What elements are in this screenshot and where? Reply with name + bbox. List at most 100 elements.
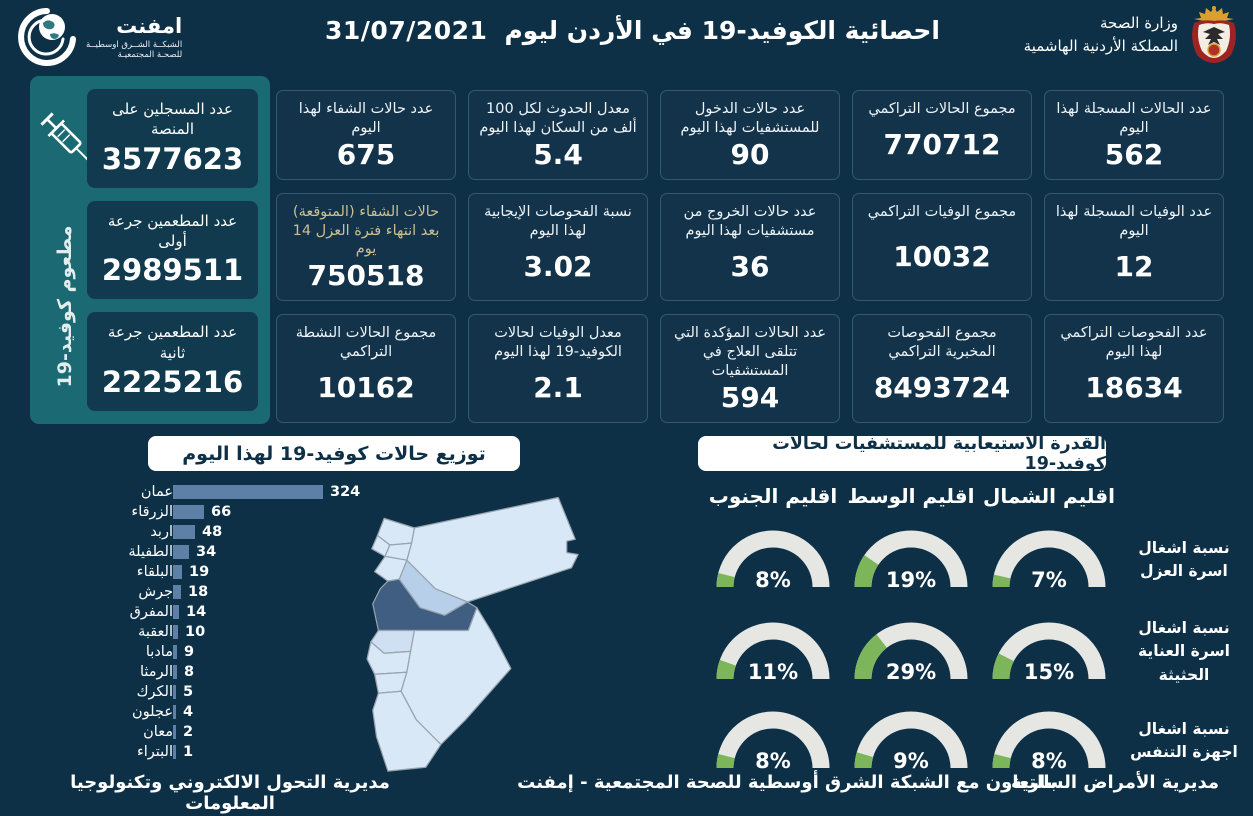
jordan-map <box>366 496 579 772</box>
vaccination-card: عدد المطعمين جرعة أولى 2989511 <box>87 200 258 300</box>
bar-rect <box>173 725 176 739</box>
stat-card: مجموع الحالات النشطة التراكمي 10162 <box>276 314 456 423</box>
vaccination-card-value: 2225216 <box>101 365 244 400</box>
bar-value: 1 <box>183 744 194 760</box>
bar-label: الزرقاء <box>131 504 173 520</box>
bar-value: 34 <box>196 544 217 560</box>
stat-card-value: 8493724 <box>873 371 1011 405</box>
stat-card-value: 10032 <box>893 240 991 274</box>
bar-rect <box>173 505 204 519</box>
bar-label: معان <box>143 724 173 740</box>
gauge-row-label: نسبة اشغال اسرة العناية الحثيثة <box>1138 619 1230 684</box>
gauge-section-title: القدرة الاستيعابية للمستشفيات لحالات كوف… <box>698 434 1106 474</box>
gauge: 8% <box>989 708 1109 774</box>
stat-card-value: 3.02 <box>523 249 593 283</box>
stat-card: مجموع الحالات التراكمي 770712 <box>852 90 1032 180</box>
gauge-value: 9% <box>893 749 929 773</box>
vaccination-card: عدد المسجلين على المنصة 3577623 <box>87 89 258 188</box>
bar-row: الكرك 5 <box>92 682 422 702</box>
cases-bar-chart: عمان 324 الزرقاء 66 اربد 48 الطفيلة 34 البلقاء 19… <box>92 482 422 762</box>
footer-left: مديرية التحول الالكتروني وتكنولوجيا المع… <box>70 772 390 814</box>
stat-card-value: 2.1 <box>533 371 583 405</box>
gauge-value: 7% <box>1031 568 1067 592</box>
vaccinated-side-label: مطعوم كوفيد-19 <box>54 225 76 388</box>
bar-label: البتراء <box>136 744 173 760</box>
bar-rect <box>173 625 178 639</box>
bar-value: 10 <box>185 624 206 640</box>
stats-grid: عدد الحالات المسجلة لهذا اليوم 562 مجموع ا… <box>276 90 1224 423</box>
logo-sub1: الشبكــة الشــرق اوسطيــة <box>86 39 183 50</box>
bar-rect <box>173 745 176 759</box>
bar-value: 8 <box>184 664 195 680</box>
stat-card: عدد حالات الدخول للمستشفيات لهذا اليوم 90 <box>660 90 840 180</box>
bar-value: 14 <box>186 604 207 620</box>
bar-rect <box>173 485 323 499</box>
stat-card-label: مجموع الوفيات التراكمي <box>867 203 1017 220</box>
bar-label: جرش <box>138 584 173 600</box>
bar-label: الطفيلة <box>128 544 173 560</box>
ministry-line2: المملكة الأردنية الهاشمية <box>1023 37 1178 55</box>
gauge-value: 8% <box>755 749 791 773</box>
bar-value: 66 <box>211 504 232 520</box>
gauge: 8% <box>713 527 833 593</box>
bar-row: معان 2 <box>92 722 422 742</box>
bar-rect <box>173 545 189 559</box>
gauge-value: 8% <box>755 568 791 592</box>
bar-label: الكرك <box>136 684 173 700</box>
gauge-value: 29% <box>886 660 936 684</box>
bar-value: 18 <box>188 584 209 600</box>
bar-value: 2 <box>183 724 194 740</box>
stat-card-value: 770712 <box>883 128 1001 162</box>
bar-row: اربد 48 <box>92 522 422 542</box>
gauge-value: 11% <box>748 660 798 684</box>
logo-sub2: للصحـة المجتمعيـة <box>117 50 183 61</box>
gauge-arc: 8% <box>716 530 830 592</box>
hospital-capacity-gauges: اقليم الشمال اقليم الوسط اقليم الجنوب نسبة … <box>694 478 1250 784</box>
stat-card-value: 10162 <box>317 371 415 405</box>
bar-label: عمان <box>140 484 173 500</box>
stat-card-label: معدل الحدوث لكل 100 ألف من السكان لهذا ا… <box>479 101 637 136</box>
vaccination-card-value: 2989511 <box>101 253 244 288</box>
bar-label: الرمثا <box>139 664 173 680</box>
stat-card-label: عدد الحالات المؤكدة التي تتلقى العلاج في… <box>673 325 827 379</box>
stat-card: عدد حالات الخروج من مستشفيات لهذا اليوم 3… <box>660 192 840 302</box>
gauge-arc: 7% <box>992 530 1106 592</box>
bar-row: عمان 324 <box>92 482 422 502</box>
globe-crescent-icon <box>18 8 76 66</box>
ministry-block: وزارة الصحة المملكة الأردنية الهاشمية <box>1024 5 1241 65</box>
stat-card: عدد الفحوصات التراكمي لهذا اليوم 18634 <box>1044 314 1224 423</box>
bar-row: جرش 18 <box>92 582 422 602</box>
region-header: اقليم الوسط <box>847 484 975 508</box>
stat-card-label: عدد حالات الشفاء لهذا اليوم <box>298 101 434 136</box>
bar-row: البلقاء 19 <box>92 562 422 582</box>
gauge-arc: 9% <box>854 711 968 773</box>
gauge-row-label: نسبة اشغال اسرة العزل <box>1138 538 1230 580</box>
stat-card-value: 5.4 <box>533 137 583 171</box>
stat-card: عدد حالات الشفاء لهذا اليوم 675 <box>276 90 456 180</box>
stat-card: عدد الوفيات المسجلة لهذا اليوم 12 <box>1044 192 1224 302</box>
emphnet-logo: امفنت الشبكــة الشــرق اوسطيــة للصحـة ا… <box>16 6 182 68</box>
gauge: 7% <box>989 527 1109 593</box>
vaccination-card-value: 3577623 <box>101 141 244 176</box>
gauge-arc: 11% <box>716 622 830 684</box>
report-date: 31/07/2021 <box>325 16 488 45</box>
stat-card-value: 562 <box>1104 137 1164 171</box>
bar-rect <box>173 605 179 619</box>
bar-label: العقبة <box>138 624 173 640</box>
vaccination-card-label: عدد المسجلين على المنصة <box>112 100 233 139</box>
stat-card-value: 90 <box>730 137 770 171</box>
page-title: احصائية الكوفيد-19 في الأردن ليوم <box>504 16 940 45</box>
gauge: 19% <box>851 527 971 593</box>
bar-row: الزرقاء 66 <box>92 502 422 522</box>
bar-rect <box>173 645 177 659</box>
bar-row: البتراء 1 <box>92 742 422 762</box>
stat-card-label: نسبة الفحوصات الإيجابية لهذا اليوم <box>484 203 632 239</box>
vaccination-card-label: عدد المطعمين جرعة أولى <box>107 211 238 250</box>
bar-value: 5 <box>183 684 194 700</box>
bar-label: المفرق <box>129 604 173 620</box>
bar-rect <box>173 665 177 679</box>
stat-card-value: 36 <box>730 249 770 283</box>
stat-card-label: عدد الوفيات المسجلة لهذا اليوم <box>1055 203 1213 239</box>
bar-chart-title: توزيع حالات كوفيد-19 لهذا اليوم <box>148 436 520 471</box>
